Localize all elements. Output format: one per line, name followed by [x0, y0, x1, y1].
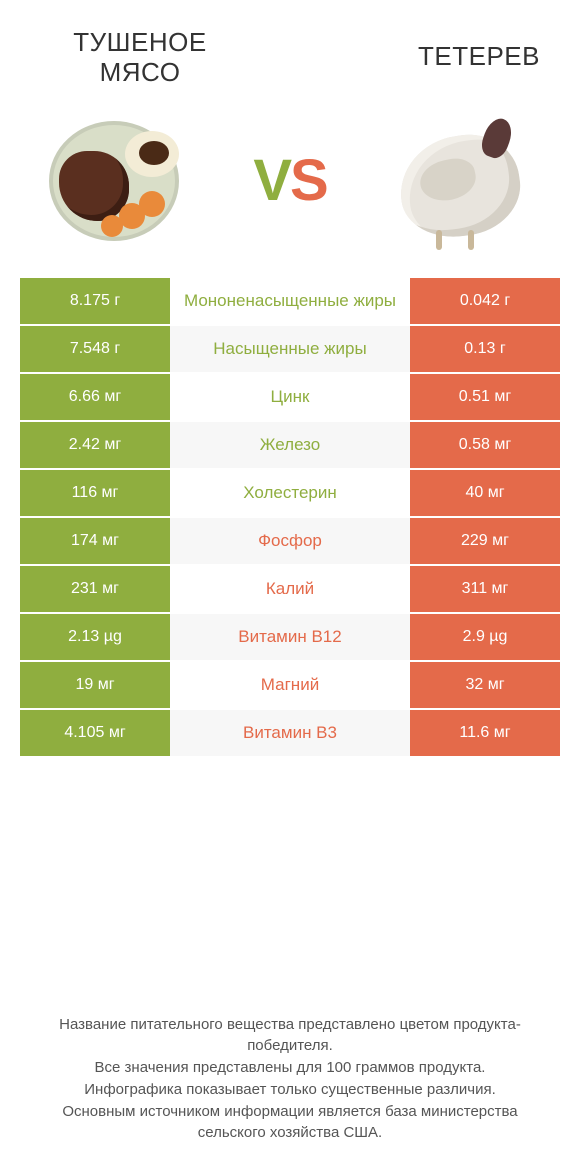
footer-line: Название питательного вещества представл… [28, 1014, 552, 1058]
table-row: 19 мгМагний32 мг [20, 662, 560, 710]
value-left: 231 мг [20, 566, 170, 612]
value-left: 7.548 г [20, 326, 170, 372]
value-left: 174 мг [20, 518, 170, 564]
value-right: 0.58 мг [410, 422, 560, 468]
nutrient-label: Мононенасыщенные жиры [170, 278, 410, 324]
table-row: 7.548 гНасыщенные жиры0.13 г [20, 326, 560, 374]
value-left: 8.175 г [20, 278, 170, 324]
footer-line: Основным источником информации является … [28, 1101, 552, 1145]
nutrient-label: Калий [170, 566, 410, 612]
value-right: 311 мг [410, 566, 560, 612]
table-row: 174 мгФосфор229 мг [20, 518, 560, 566]
nutrient-label: Холестерин [170, 470, 410, 516]
image-left [30, 106, 210, 256]
title-left: ТУШЕНОЕМЯСО [40, 28, 240, 88]
table-row: 2.42 мгЖелезо0.58 мг [20, 422, 560, 470]
stew-plate-icon [45, 111, 195, 251]
table-row: 4.105 мгВитамин B311.6 мг [20, 710, 560, 758]
value-right: 32 мг [410, 662, 560, 708]
value-left: 2.42 мг [20, 422, 170, 468]
value-right: 11.6 мг [410, 710, 560, 756]
table-row: 231 мгКалий311 мг [20, 566, 560, 614]
value-right: 2.9 µg [410, 614, 560, 660]
value-left: 6.66 мг [20, 374, 170, 420]
table-row: 116 мгХолестерин40 мг [20, 470, 560, 518]
nutrient-label: Витамин B3 [170, 710, 410, 756]
footer-notes: Название питательного вещества представл… [0, 1014, 580, 1145]
value-left: 4.105 мг [20, 710, 170, 756]
value-right: 40 мг [410, 470, 560, 516]
value-left: 116 мг [20, 470, 170, 516]
value-left: 19 мг [20, 662, 170, 708]
title-right: ТЕТЕРЕВ [340, 28, 540, 72]
vs-label: VS [253, 147, 326, 214]
value-right: 0.51 мг [410, 374, 560, 420]
table-row: 8.175 гМононенасыщенные жиры0.042 г [20, 278, 560, 326]
value-right: 0.13 г [410, 326, 560, 372]
header: ТУШЕНОЕМЯСО ТЕТЕРЕВ [0, 0, 580, 88]
grouse-bird-icon [380, 106, 540, 256]
nutrient-label: Магний [170, 662, 410, 708]
nutrition-table: 8.175 гМононенасыщенные жиры0.042 г7.548… [20, 278, 560, 758]
value-right: 0.042 г [410, 278, 560, 324]
nutrient-label: Цинк [170, 374, 410, 420]
nutrient-label: Витамин B12 [170, 614, 410, 660]
value-left: 2.13 µg [20, 614, 170, 660]
nutrient-label: Железо [170, 422, 410, 468]
footer-line: Все значения представлены для 100 граммо… [28, 1057, 552, 1079]
image-right [370, 106, 550, 256]
value-right: 229 мг [410, 518, 560, 564]
table-row: 6.66 мгЦинк0.51 мг [20, 374, 560, 422]
footer-line: Инфографика показывает только существенн… [28, 1079, 552, 1101]
table-row: 2.13 µgВитамин B122.9 µg [20, 614, 560, 662]
nutrient-label: Фосфор [170, 518, 410, 564]
images-row: VS [0, 88, 580, 278]
nutrient-label: Насыщенные жиры [170, 326, 410, 372]
